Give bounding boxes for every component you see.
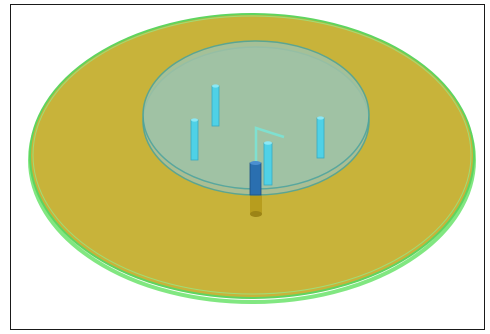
shorting-pin-center[interactable]	[264, 141, 272, 185]
shorting-pin-left[interactable]	[191, 118, 198, 160]
shorting-pin-right[interactable]	[317, 116, 324, 158]
shorting-pin-top[interactable]	[212, 84, 219, 126]
feed-pin[interactable]	[250, 161, 261, 195]
